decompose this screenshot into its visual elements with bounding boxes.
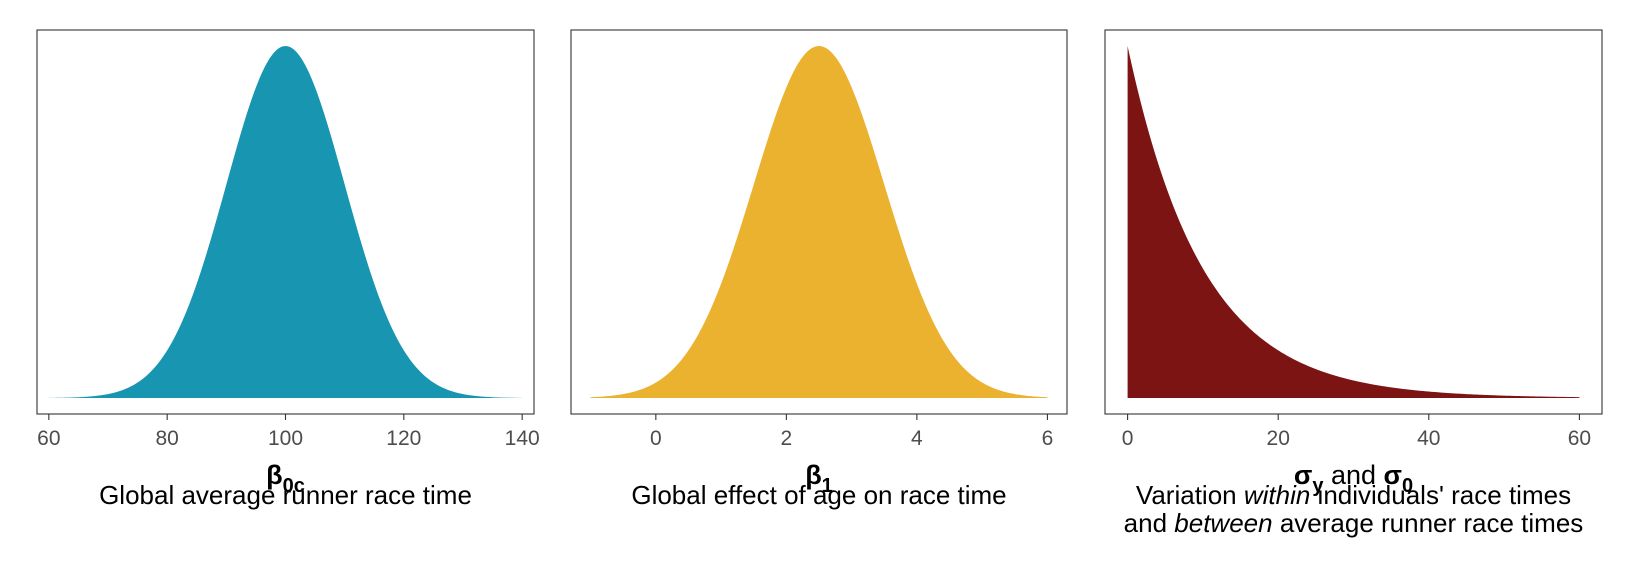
density-area — [1127, 46, 1580, 398]
x-tick-label: 80 — [155, 427, 178, 450]
x-tick-label: 100 — [268, 427, 303, 450]
density-area — [48, 46, 523, 398]
density-area — [590, 46, 1048, 398]
x-tick-label: 40 — [1417, 427, 1440, 450]
x-tick-label: 4 — [911, 427, 923, 450]
axis-symbol: β0c — [266, 460, 305, 497]
x-tick-label: 140 — [505, 427, 540, 450]
axis-symbol: β1 — [805, 460, 833, 497]
x-tick-label: 20 — [1267, 427, 1290, 450]
x-tick-label: 2 — [781, 427, 793, 450]
axis-caption: Global effect of age on race time — [631, 480, 1006, 510]
panel-border — [1104, 29, 1603, 415]
panel-border — [570, 29, 1068, 415]
x-tick-label: 6 — [1042, 427, 1054, 450]
x-tick-label: 120 — [386, 427, 421, 450]
axis-caption: Variation within individuals' race times — [1136, 480, 1571, 510]
axis-caption: Global average runner race time — [99, 480, 472, 510]
x-tick-label: 60 — [1568, 427, 1591, 450]
axis-symbol: σy and σ0 — [1294, 460, 1413, 497]
x-tick-label: 0 — [1122, 427, 1134, 450]
x-tick-label: 60 — [37, 427, 60, 450]
axis-caption: and between average runner race times — [1124, 508, 1584, 538]
x-tick-label: 0 — [650, 427, 662, 450]
